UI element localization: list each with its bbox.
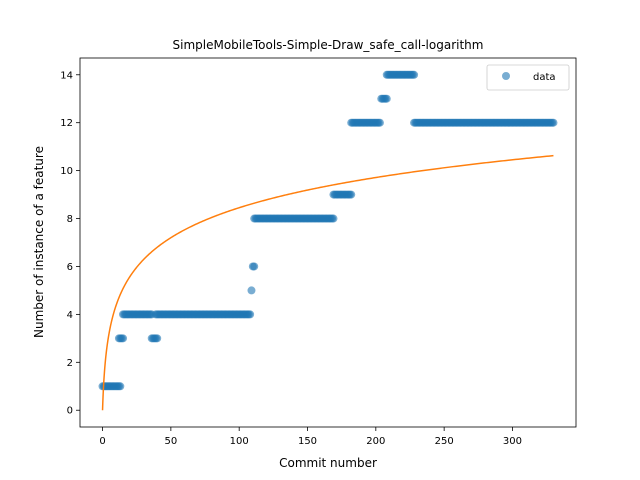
data-point <box>153 334 162 343</box>
legend-marker <box>502 72 510 80</box>
data-point <box>329 214 338 223</box>
x-tick-label: 250 <box>435 436 454 447</box>
x-tick-label: 150 <box>298 436 317 447</box>
y-tick-label: 12 <box>60 118 73 129</box>
data-point <box>250 262 259 271</box>
legend-label: data <box>533 72 556 83</box>
data-point <box>382 94 391 103</box>
x-tick-label: 100 <box>230 436 249 447</box>
x-axis-label: Commit number <box>279 456 377 470</box>
legend-box <box>486 64 570 91</box>
y-tick-label: 2 <box>67 358 73 369</box>
y-axis-ticks: 0 2 4 6 8 10 12 14 <box>60 70 80 417</box>
chart-title: SimpleMobileTools-Simple-Draw_safe_call-… <box>173 38 484 52</box>
x-axis-ticks: 0 50 100 150 200 250 300 <box>99 427 522 447</box>
y-tick-label: 6 <box>67 262 73 273</box>
data-point <box>119 334 128 343</box>
data-markers <box>98 70 558 391</box>
data-point <box>116 382 125 391</box>
plot-background <box>80 58 576 427</box>
x-tick-label: 50 <box>164 436 177 447</box>
y-tick-label: 8 <box>67 214 73 225</box>
legend: data <box>486 64 570 91</box>
plot-area <box>79 57 577 428</box>
plot-frame <box>79 57 577 428</box>
y-tick-label: 10 <box>60 166 73 177</box>
data-point <box>247 286 256 295</box>
y-tick-label: 4 <box>67 310 73 321</box>
x-tick-label: 300 <box>503 436 522 447</box>
x-tick-label: 200 <box>366 436 385 447</box>
data-point <box>375 118 384 127</box>
data-point <box>347 190 356 199</box>
data-point <box>549 118 558 127</box>
y-tick-label: 0 <box>67 406 73 417</box>
x-tick-label: 0 <box>99 436 105 447</box>
y-tick-label: 14 <box>60 70 73 81</box>
data-point <box>410 70 419 79</box>
fit-line <box>101 154 554 411</box>
y-axis-label: Number of instance of a feature <box>32 146 46 338</box>
data-point <box>246 310 255 319</box>
